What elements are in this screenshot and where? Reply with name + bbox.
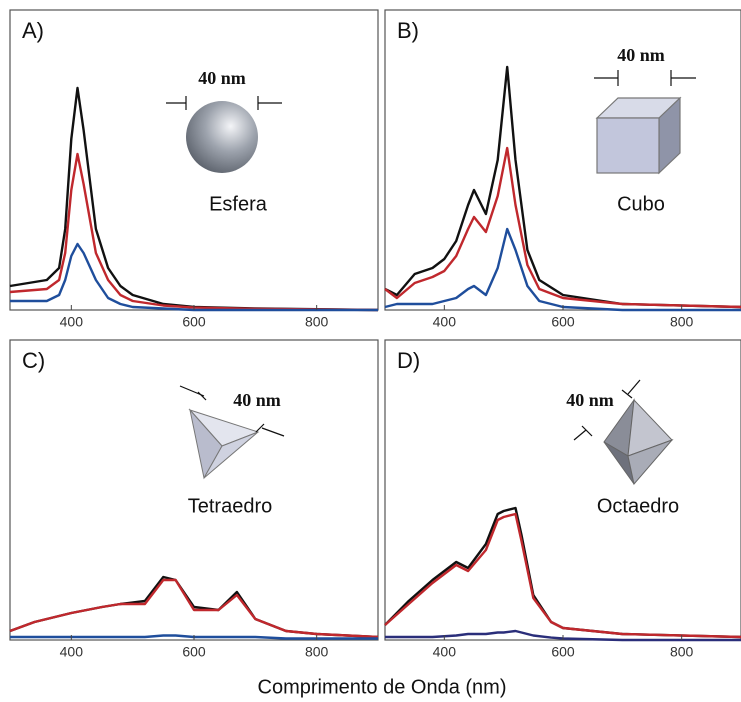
x-tick-label: 400	[433, 644, 457, 660]
size-label: 40 nm	[198, 68, 246, 88]
x-tick-label: 400	[60, 314, 84, 330]
panel-label: D)	[397, 348, 420, 373]
size-label: 40 nm	[617, 45, 665, 65]
panel-frame	[9, 339, 379, 641]
x-tick-label: 600	[551, 644, 575, 660]
spectrum-line	[9, 152, 379, 312]
x-axis-label: Comprimento de Onda (nm)	[258, 676, 507, 698]
cube-inset	[594, 70, 696, 175]
spectrum-line	[384, 506, 741, 639]
sphere-inset	[166, 96, 282, 173]
octahedron-inset	[573, 379, 674, 486]
x-tick-label: 600	[182, 644, 206, 660]
spectrum-line	[9, 575, 379, 639]
panel-label: A)	[22, 18, 44, 43]
x-tick-label: 400	[60, 644, 84, 660]
shape-label: Octaedro	[597, 495, 679, 517]
spectrum-line	[384, 227, 741, 312]
shape-label: Esfera	[209, 193, 268, 215]
panel-frame	[384, 339, 741, 641]
spectrum-line	[10, 242, 378, 312]
size-label: 40 nm	[566, 390, 614, 410]
x-tick-label: 600	[182, 314, 206, 330]
spectrum-line	[9, 578, 379, 639]
spectrum-line	[385, 629, 741, 642]
panel-frame	[9, 9, 379, 311]
panel-label: B)	[397, 18, 419, 43]
spectrum-line	[384, 512, 741, 639]
x-tick-label: 600	[551, 314, 575, 330]
spectrum-line	[10, 634, 378, 640]
x-tick-label: 800	[305, 644, 329, 660]
shape-label: Tetraedro	[188, 495, 273, 517]
x-tick-label: 800	[670, 644, 694, 660]
x-tick-label: 400	[433, 314, 457, 330]
x-tick-label: 800	[305, 314, 329, 330]
tetrahedron-inset	[179, 385, 285, 480]
x-tick-label: 800	[670, 314, 694, 330]
size-label: 40 nm	[233, 390, 281, 410]
shape-label: Cubo	[617, 193, 665, 215]
spectrum-line	[384, 65, 741, 309]
panel-label: C)	[22, 348, 45, 373]
spectrum-line	[384, 146, 741, 309]
